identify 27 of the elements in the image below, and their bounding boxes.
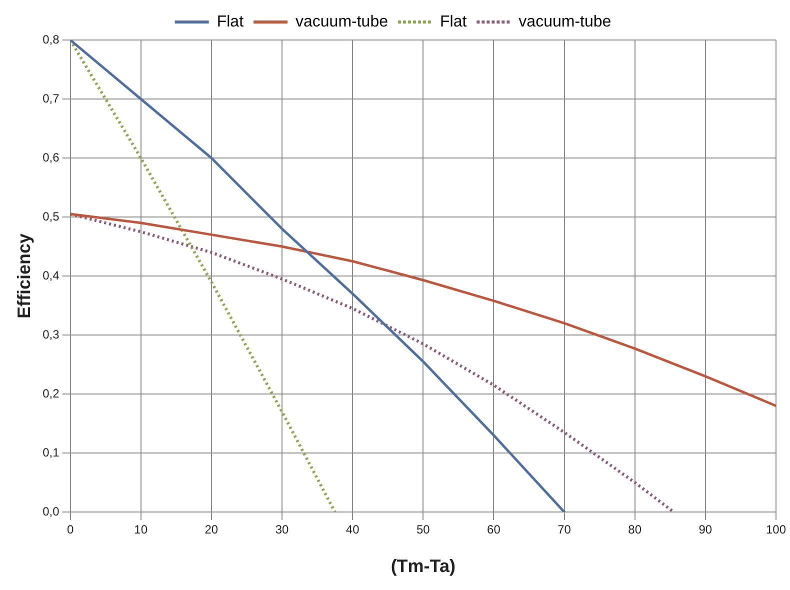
y-tick-label: 0,2 (42, 386, 60, 400)
legend-label: vacuum-tube (296, 13, 388, 30)
x-tick-label: 30 (275, 522, 289, 537)
x-tick-label: 50 (416, 522, 430, 537)
y-tick-label: 0,8 (42, 32, 60, 46)
y-tick-label: 0,1 (42, 445, 60, 460)
legend-label: Flat (216, 13, 244, 30)
legend-label: Flat (440, 13, 468, 30)
y-tick-label: 0,7 (42, 91, 60, 106)
x-tick-label: 40 (346, 522, 360, 537)
x-tick-label: 20 (204, 522, 218, 537)
x-tick-label: 60 (487, 522, 501, 537)
y-tick-label: 0,0 (42, 504, 60, 518)
y-tick-label: 0,3 (42, 327, 60, 342)
x-tick-label: 0 (66, 522, 74, 537)
x-tick-label: 10 (134, 522, 148, 537)
legend-label: vacuum-tube (518, 13, 612, 30)
x-axis-title: (Tm-Ta) (390, 556, 456, 576)
x-tick-label: 70 (558, 522, 572, 537)
x-tick-label: 90 (698, 522, 712, 537)
y-tick-label: 0,6 (42, 150, 60, 164)
x-tick-label: 100 (766, 522, 786, 537)
y-tick-label: 0,4 (42, 268, 60, 282)
line-series (70, 212, 676, 512)
y-axis-title: Efficiency (14, 233, 34, 319)
x-tick-label: 80 (628, 522, 642, 537)
y-tick-label: 0,5 (42, 209, 60, 224)
